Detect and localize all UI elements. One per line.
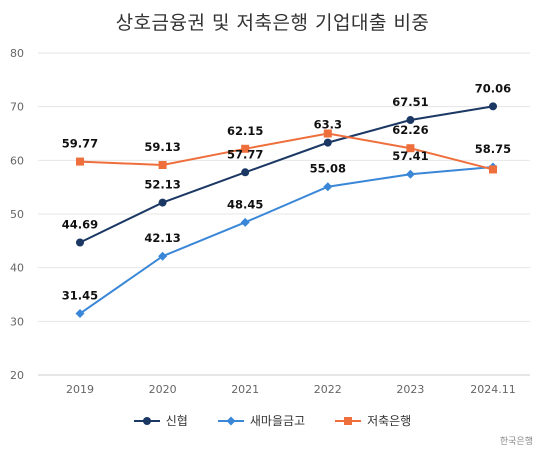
y-axis-ticks: 20 30 40 50 60 70 80 [10,47,24,382]
legend-item: 신협 [133,412,188,429]
data-label: 59.77 [62,137,98,151]
legend-marker [344,416,353,425]
data-label: 52.13 [144,178,180,192]
source-note: 한국은행 [499,437,533,447]
y-tick-label: 30 [10,315,24,328]
data-point [405,169,415,179]
chart-title: 상호금융권 및 저축은행 기업대출 비중 [115,12,430,34]
data-label: 67.51 [392,95,428,109]
legend: 신협 새마을금고 저축은행 [0,412,545,429]
series-line-2 [79,132,494,171]
y-tick-label: 60 [10,154,24,167]
data-label: 62.26 [392,123,428,137]
data-label: 58.75 [475,142,511,156]
x-tick-label: 2022 [314,383,342,396]
data-label: 70.06 [475,81,511,95]
data-label: 42.13 [144,231,180,245]
data-label: 55.08 [310,162,346,176]
data-label: 44.69 [62,217,98,231]
data-point [406,144,415,153]
data-point [489,165,497,174]
data-point [76,157,84,166]
series-line-1 [79,166,494,315]
legend-marker [226,416,236,425]
legend-swatch [133,416,160,425]
y-tick-label: 50 [10,208,24,221]
legend-item: 저축은행 [335,412,411,429]
data-point [323,182,333,192]
x-tick-label: 2020 [149,383,177,396]
x-tick-label: 2023 [396,383,424,396]
series-line-0 [79,105,494,244]
data-point [489,102,497,111]
data-point [241,144,250,153]
data-point [158,161,167,170]
legend-swatch [335,416,362,425]
legend-label: 새마을금고 [249,414,306,428]
y-tick-label: 20 [10,369,24,382]
x-tick-label: 2019 [66,383,94,396]
data-point [75,309,85,319]
y-tick-label: 40 [10,262,24,275]
data-label: 62.15 [227,124,263,138]
data-point [158,251,168,261]
data-point [323,129,332,138]
x-tick-label: 2024.11 [470,383,516,396]
data-labels: 44.69 52.13 57.77 63.3 67.51 70.06 31.45 42.13 4… [62,81,511,302]
legend-label: 신협 [165,414,188,428]
line-chart: 20 30 40 50 60 70 80 2019 2020 2021 2022 2023 2024.… [10,47,530,396]
data-label: 59.13 [144,140,180,154]
data-label: 57.77 [227,147,263,161]
data-label: 48.45 [227,197,263,211]
data-point [241,168,250,177]
legend-marker [142,416,151,425]
data-label: 63.3 [314,118,342,132]
data-point [158,198,167,207]
grid-lines [38,52,530,376]
data-point [76,238,84,247]
data-point [406,116,415,125]
legend-item: 새마을금고 [217,412,306,429]
series-markers [75,102,498,319]
x-tick-label: 2021 [231,383,259,396]
data-point [323,138,332,147]
series-lines [79,105,494,315]
legend-label: 저축은행 [367,414,412,428]
data-label: 31.45 [62,289,98,303]
data-label: 57.41 [392,149,428,163]
data-point [240,217,250,227]
x-axis-ticks: 2019 2020 2021 2022 2023 2024.11 [66,383,516,396]
y-tick-label: 70 [10,101,24,114]
y-tick-label: 80 [10,47,24,60]
legend-swatch [217,416,244,425]
